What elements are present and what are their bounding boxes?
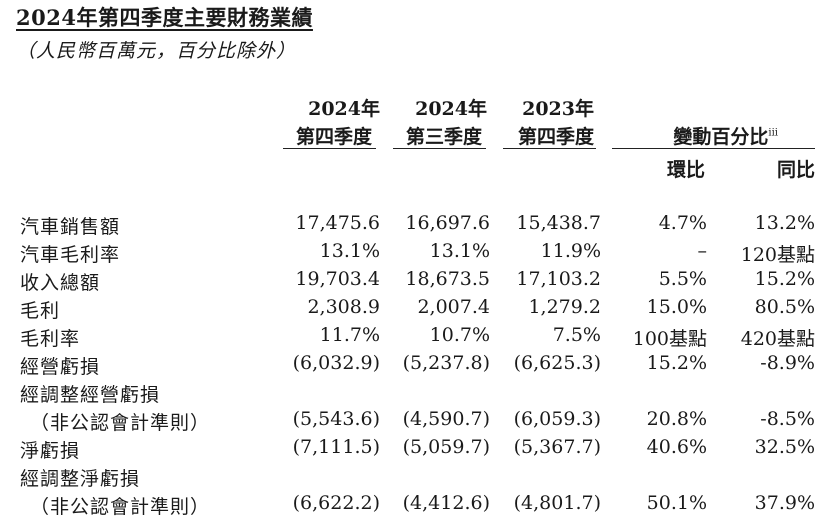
cell-q4-2023: (6,059.3) — [513, 408, 601, 430]
cell-q4-2024: (6,032.9) — [292, 352, 380, 374]
page-title: 2024年第四季度主要財務業績 — [16, 5, 313, 30]
row-label: （非公認會計準則） — [30, 412, 211, 434]
row-label: 毛利率 — [20, 328, 81, 350]
cell-q4-2023: (5,367.7) — [513, 436, 601, 458]
cell-q3-2024: (4,412.6) — [402, 492, 490, 514]
cell-yoy: 32.5% — [754, 436, 815, 458]
header-col3-quarter: 第四季度 — [517, 126, 594, 148]
cell-qoq: 15.0% — [646, 296, 707, 318]
table-row: 經調整經營虧損 — [0, 380, 830, 408]
table-row: 毛利率 11.7% 10.7% 7.5% 100基點 420基點 — [0, 324, 830, 352]
cell-q4-2023: 7.5% — [552, 324, 601, 346]
row-label: 經調整經營虧損 — [20, 384, 161, 406]
table-row: 汽車銷售額 17,475.6 16,697.6 15,438.7 4.7% 13… — [0, 212, 830, 240]
table-row: 淨虧損 (7,111.5) (5,059.7) (5,367.7) 40.6% … — [0, 436, 830, 464]
header-change-label: 變動百分比 — [673, 126, 769, 148]
cell-q4-2024: 11.7% — [319, 324, 380, 346]
row-label: 收入總額 — [20, 272, 101, 294]
cell-qoq: 4.7% — [658, 212, 707, 234]
header-col3-year: 2023年 — [522, 98, 594, 120]
cell-q3-2024: 16,697.6 — [405, 212, 490, 234]
cell-yoy: 15.2% — [754, 268, 815, 290]
row-label: 淨虧損 — [20, 440, 81, 462]
header-qoq: 環比 — [666, 159, 705, 181]
header-change: 變動百分比iii — [673, 122, 778, 149]
header-col1-underline — [283, 148, 376, 149]
cell-q4-2023: (6,625.3) — [513, 352, 601, 374]
header-col1-quarter: 第四季度 — [295, 126, 372, 148]
cell-qoq: 5.5% — [658, 268, 707, 290]
cell-qoq: 20.8% — [646, 408, 707, 430]
cell-yoy: 37.9% — [754, 492, 815, 514]
table-row: 汽車毛利率 13.1% 13.1% 11.9% – 120基點 — [0, 240, 830, 268]
header-change-underline — [612, 148, 815, 149]
cell-q4-2023: 11.9% — [540, 240, 601, 262]
header-col3-underline — [503, 148, 596, 149]
cell-q3-2024: (5,237.8) — [402, 352, 490, 374]
table-row: （非公認會計準則） (5,543.6) (4,590.7) (6,059.3) … — [0, 408, 830, 436]
table-row: 收入總額 19,703.4 18,673.5 17,103.2 5.5% 15.… — [0, 268, 830, 296]
cell-q3-2024: (5,059.7) — [402, 436, 490, 458]
header-col1-year: 2024年 — [308, 98, 380, 120]
header-yoy: 同比 — [776, 159, 815, 181]
cell-qoq: – — [697, 240, 708, 262]
cell-q3-2024: 18,673.5 — [405, 268, 490, 290]
cell-q4-2024: 17,475.6 — [295, 212, 380, 234]
cell-yoy: -8.9% — [760, 352, 815, 374]
cell-q4-2024: (6,622.2) — [292, 492, 380, 514]
cell-q4-2024: (5,543.6) — [292, 408, 380, 430]
row-label: 毛利 — [20, 300, 61, 322]
cell-q4-2024: 19,703.4 — [295, 268, 380, 290]
row-label: 汽車銷售額 — [20, 216, 121, 238]
cell-yoy: 80.5% — [754, 296, 815, 318]
cell-yoy: 120基點 — [740, 244, 815, 266]
cell-q3-2024: 13.1% — [429, 240, 490, 262]
cell-qoq: 40.6% — [646, 436, 707, 458]
cell-yoy: -8.5% — [760, 408, 815, 430]
row-label: 經調整淨虧損 — [20, 468, 141, 490]
cell-q4-2024: (7,111.5) — [292, 436, 380, 458]
cell-q3-2024: 10.7% — [429, 324, 490, 346]
row-label: （非公認會計準則） — [30, 496, 211, 518]
header-col2-quarter: 第三季度 — [405, 126, 482, 148]
cell-q4-2024: 13.1% — [319, 240, 380, 262]
cell-qoq: 100基點 — [632, 328, 707, 350]
header-col2-underline — [393, 148, 486, 149]
table-row: 經調整淨虧損 — [0, 464, 830, 492]
cell-q4-2023: 15,438.7 — [516, 212, 601, 234]
table-row: （非公認會計準則） (6,622.2) (4,412.6) (4,801.7) … — [0, 492, 830, 520]
cell-yoy: 420基點 — [740, 328, 815, 350]
header-change-note: iii — [768, 127, 778, 139]
cell-qoq: 50.1% — [646, 492, 707, 514]
table-row: 毛利 2,308.9 2,007.4 1,279.2 15.0% 80.5% — [0, 296, 830, 324]
cell-q4-2023: 17,103.2 — [516, 268, 601, 290]
cell-q3-2024: (4,590.7) — [402, 408, 490, 430]
page-subtitle: （人民幣百萬元，百分比除外） — [16, 40, 297, 62]
cell-q4-2023: (4,801.7) — [513, 492, 601, 514]
table-row: 經營虧損 (6,032.9) (5,237.8) (6,625.3) 15.2%… — [0, 352, 830, 380]
cell-yoy: 13.2% — [754, 212, 815, 234]
row-label: 經營虧損 — [20, 356, 101, 378]
row-label: 汽車毛利率 — [20, 244, 121, 266]
cell-qoq: 15.2% — [646, 352, 707, 374]
cell-q4-2024: 2,308.9 — [307, 296, 380, 318]
cell-q4-2023: 1,279.2 — [528, 296, 601, 318]
cell-q3-2024: 2,007.4 — [417, 296, 490, 318]
header-col2-year: 2024年 — [415, 98, 487, 120]
